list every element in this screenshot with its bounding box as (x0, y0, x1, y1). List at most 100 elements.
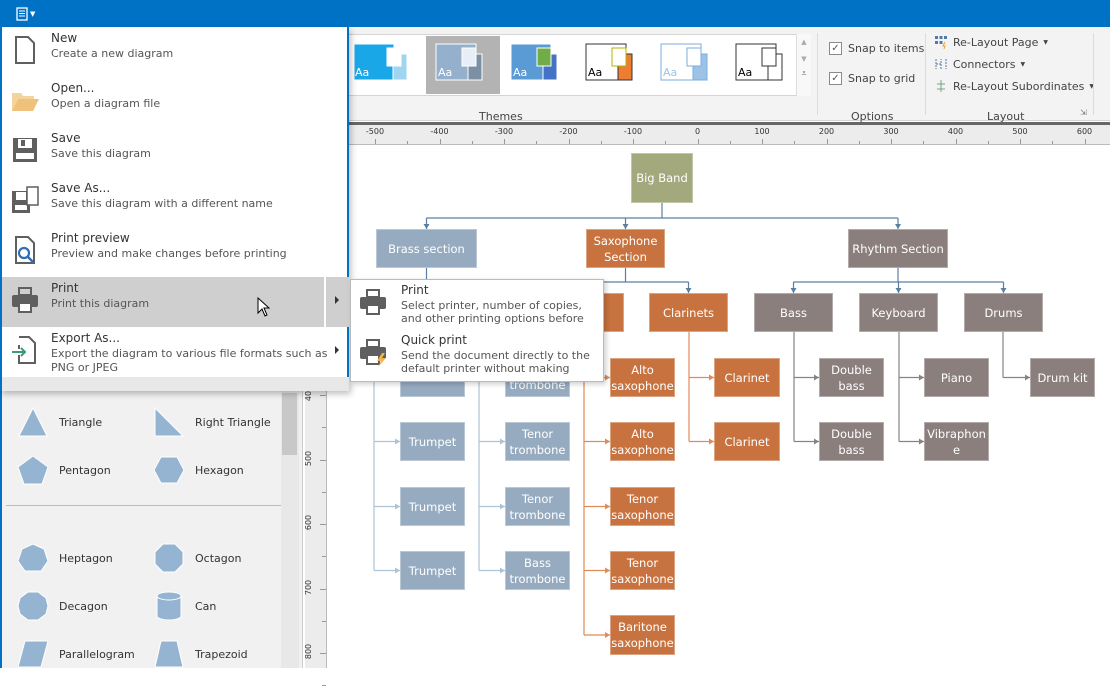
node-label: Tenor saxophone (611, 555, 674, 586)
diagram-node[interactable]: Alto saxophone (610, 358, 675, 397)
menu-item-save-as[interactable]: Save As... Save this diagram with a diffe… (2, 177, 349, 227)
shape-label: Right Triangle (195, 415, 271, 429)
diagram-node[interactable]: Big Band (631, 153, 693, 203)
diagram-node[interactable]: Trumpet (400, 487, 465, 526)
triangle-icon (18, 406, 48, 437)
connectors-icon (935, 59, 947, 69)
theme-thumbnail[interactable]: Aa (726, 36, 800, 94)
new-document-icon (15, 36, 35, 64)
can-icon (156, 591, 182, 621)
shape-label: Can (195, 599, 217, 613)
shape-right-triangle[interactable]: Right Triangle (153, 406, 271, 438)
node-label: Big Band (636, 171, 688, 185)
gallery-expand-icon[interactable]: ⩡ (801, 69, 807, 79)
diagram-node[interactable]: Clarinet (714, 358, 780, 397)
submenu-arrow-icon[interactable] (335, 346, 339, 354)
menu-item-export-as[interactable]: Export As... Export the diagram to variou… (2, 327, 349, 377)
diagram-node[interactable]: Rhythm Section (848, 229, 948, 268)
arrow-head (1025, 374, 1030, 381)
gallery-scrollbar[interactable]: ▲ ▼ ⩡ (796, 34, 811, 96)
diagram-node[interactable]: Brass section (376, 229, 477, 268)
diagram-node[interactable]: Double bass (819, 358, 884, 397)
theme-thumbnail[interactable]: Aa (501, 36, 575, 94)
diagram-node[interactable]: Double bass (819, 422, 884, 461)
diagram-node[interactable]: Baritone saxophone (610, 615, 675, 655)
ruler-label: 800 (304, 643, 314, 660)
diagram-node[interactable]: Bass (754, 293, 833, 332)
diagram-node[interactable]: Trumpet (400, 422, 465, 461)
arrow-head (814, 438, 819, 445)
theme-thumbnail[interactable]: Aa (426, 36, 500, 94)
menu-item-print-preview[interactable]: Print preview Preview and make changes be… (2, 227, 349, 277)
menu-item-description: Export the diagram to various file forma… (51, 347, 328, 374)
shape-hexagon[interactable]: Hexagon (153, 454, 244, 486)
file-menu: New Create a new diagram Open... Open a dia… (0, 27, 349, 391)
submenu-arrow-icon[interactable] (335, 296, 339, 304)
relayout-page-button[interactable]: Re-Layout Page ▼ (934, 35, 1048, 49)
diagram-node[interactable]: Piano (924, 358, 989, 397)
node-label: Double bass (831, 426, 872, 457)
diagram-node[interactable]: Drum kit (1030, 358, 1095, 397)
save-icon (13, 138, 37, 162)
theme-thumbnail[interactable]: Aa (351, 36, 425, 94)
relayout-subordinates-icon (937, 80, 945, 92)
layout-dialog-launcher-icon[interactable]: ⇲ (1080, 108, 1087, 117)
relayout-subordinates-button[interactable]: Re-Layout Subordinates ▼ (934, 79, 1094, 93)
snap-to-items-checkbox[interactable]: ✓ Snap to items (829, 42, 924, 55)
scroll-down-icon[interactable]: ▼ (801, 55, 807, 63)
shape-parallelogram[interactable]: Parallelogram (17, 638, 135, 670)
diagram-node[interactable]: Tenor saxophone (610, 551, 675, 590)
submenu-item-description: Send the document directly to the defaul… (401, 349, 590, 375)
diagram-node[interactable]: Tenor saxophone (610, 487, 675, 526)
submenu-item-quick-print[interactable]: Quick print Send the document directly to… (351, 330, 603, 380)
ruler-label: 700 (304, 579, 314, 595)
scroll-up-icon[interactable]: ▲ (801, 38, 807, 46)
app-menu-button[interactable]: ▼ (16, 7, 35, 21)
diagram-canvas[interactable]: Big Band Brass section Saxophone Section Rh… (328, 145, 1110, 668)
menu-item-open[interactable]: Open... Open a diagram file (2, 77, 349, 127)
menu-item-description: Preview and make changes before printing (51, 247, 287, 260)
submenu-item-description: Select printer, number of copies, and ot… (401, 299, 584, 325)
node-label: Double bass (831, 362, 872, 393)
node-label: Baritone saxophone (611, 620, 674, 650)
diagram-node[interactable]: Clarinets (649, 293, 728, 332)
shape-octagon[interactable]: Octagon (153, 542, 241, 574)
diagram-node[interactable]: Drums (964, 293, 1043, 332)
diagram-node[interactable]: Bass trombone (505, 551, 570, 590)
shape-triangle[interactable]: Triangle (17, 406, 102, 438)
node-label: Drums (984, 305, 1023, 320)
connectors-button[interactable]: Connectors ▼ (934, 57, 1025, 71)
shape-pentagon[interactable]: Pentagon (17, 454, 111, 486)
diagram-node[interactable]: Trumpet (400, 551, 465, 590)
menu-item-new[interactable]: New Create a new diagram (2, 27, 349, 77)
shape-can[interactable]: Can (153, 590, 216, 622)
arrow-head (814, 374, 819, 381)
arrow-head (395, 503, 400, 510)
scrollbar-thumb[interactable] (282, 393, 297, 455)
snap-to-grid-checkbox[interactable]: ✓ Snap to grid (829, 72, 915, 85)
node-label: Trumpet (408, 434, 457, 449)
theme-thumbnail[interactable]: Aa (576, 36, 650, 94)
diagram-node[interactable]: Alto saxophone (610, 422, 675, 461)
menu-item-title: New (51, 31, 78, 45)
arrow-head (605, 438, 610, 445)
shape-decagon[interactable]: Decagon (17, 590, 108, 622)
checkmark-icon: ✓ (829, 72, 842, 85)
diagram-node[interactable]: Keyboard (859, 293, 938, 332)
printer-icon (12, 287, 38, 313)
menu-item-print[interactable]: Print Print this diagram (2, 277, 349, 327)
submenu-item-print[interactable]: Print Select printer, number of copies, a… (351, 280, 603, 330)
diagram-node[interactable]: Saxophone Section (586, 229, 665, 268)
ruler-label: -200 (559, 127, 578, 136)
theme-thumbnail[interactable]: Aa (651, 36, 725, 94)
diagram-node[interactable]: Vibraphone (924, 422, 989, 461)
diagram-node[interactable]: Tenor trombone (505, 422, 570, 461)
shape-trapezoid[interactable]: Trapezoid (153, 638, 248, 670)
diagram-node[interactable]: Clarinet (714, 422, 780, 461)
menu-item-save[interactable]: Save Save this diagram (2, 127, 349, 177)
menu-item-description: Save this diagram with a different name (51, 197, 273, 210)
diagram-node[interactable]: Tenor trombone (505, 487, 570, 526)
svg-text:Aa: Aa (588, 66, 602, 79)
svg-text:Aa: Aa (355, 66, 369, 79)
shape-heptagon[interactable]: Heptagon (17, 542, 113, 574)
